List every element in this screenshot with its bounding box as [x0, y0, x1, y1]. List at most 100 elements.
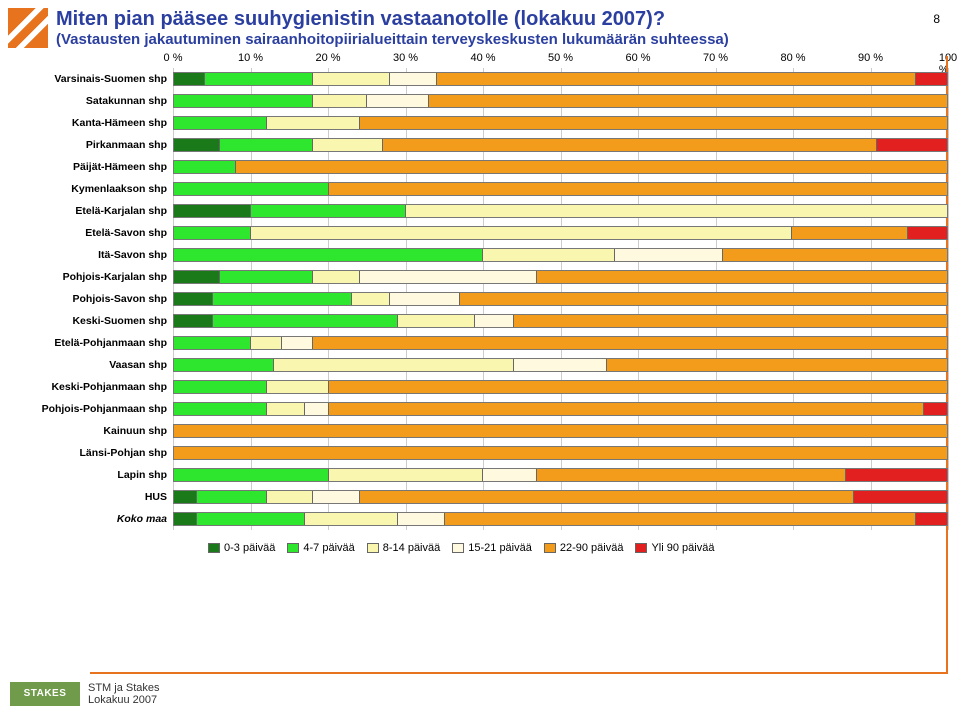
legend-item: 4-7 päivää [287, 542, 354, 554]
bar-segment [615, 249, 723, 261]
legend-item: 0-3 päivää [208, 542, 275, 554]
bar-segment [846, 469, 946, 481]
bar-segment [329, 381, 947, 393]
bar-segment [174, 381, 267, 393]
bar-segment [305, 513, 398, 525]
legend-label: 4-7 päivää [303, 542, 354, 554]
bar-segment [445, 513, 917, 525]
bar-segment [267, 403, 306, 415]
bar-row [173, 222, 948, 244]
bar-segment [329, 183, 947, 195]
bar-segment [313, 337, 947, 349]
footer-line-1: STM ja Stakes [88, 682, 160, 694]
category-label: Satakunnan shp [8, 90, 173, 112]
category-label: Länsi-Pohjan shp [8, 442, 173, 464]
bar-segment [205, 73, 313, 85]
legend-swatch-icon [367, 543, 379, 553]
decorative-border-bottom [90, 672, 948, 674]
chart: Varsinais-Suomen shpSatakunnan shpKanta-… [8, 52, 948, 530]
category-label: Pohjois-Karjalan shp [8, 266, 173, 288]
header: Miten pian pääsee suuhygienistin vastaan… [8, 8, 948, 48]
axis-tick: 50 % [548, 52, 573, 64]
category-labels: Varsinais-Suomen shpSatakunnan shpKanta-… [8, 52, 173, 530]
bar-segment [329, 469, 484, 481]
bar-segment [908, 227, 947, 239]
bar-segment [220, 139, 313, 151]
bar-segment [174, 403, 267, 415]
bar-segment [274, 359, 514, 371]
axis-tick: 0 % [164, 52, 183, 64]
category-label: Päijät-Hämeen shp [8, 156, 173, 178]
bar-segment [174, 425, 947, 437]
bar-segment [313, 95, 367, 107]
bar-row [173, 244, 948, 266]
category-label: Kanta-Hämeen shp [8, 112, 173, 134]
bar-segment [360, 271, 538, 283]
bar-segment [360, 117, 947, 129]
bar-segment [390, 293, 460, 305]
bar-segment [329, 403, 924, 415]
bar-row [173, 68, 948, 90]
bar-row [173, 134, 948, 156]
legend-label: 22-90 päivää [560, 542, 624, 554]
stacked-bar [173, 424, 948, 438]
bar-segment [916, 513, 947, 525]
category-label: Koko maa [8, 508, 173, 530]
footer: STAKES STM ja Stakes Lokakuu 2007 [10, 682, 160, 706]
bar-segment [251, 227, 792, 239]
category-label: Etelä-Karjalan shp [8, 200, 173, 222]
stacked-bar [173, 138, 948, 152]
stacked-bar [173, 512, 948, 526]
bar-segment [437, 73, 916, 85]
bar-segment [406, 205, 947, 217]
bar-row [173, 156, 948, 178]
bar-segment [313, 271, 359, 283]
title-block: Miten pian pääsee suuhygienistin vastaan… [56, 8, 948, 48]
bar-segment [877, 139, 947, 151]
legend-swatch-icon [287, 543, 299, 553]
bar-segment [174, 205, 251, 217]
bar-segment [313, 73, 390, 85]
stacked-bar [173, 116, 948, 130]
org-logo-icon [8, 8, 48, 48]
bar-row [173, 508, 948, 530]
legend-swatch-icon [635, 543, 647, 553]
bar-segment [220, 271, 313, 283]
stacked-bar [173, 160, 948, 174]
bar-segment [792, 227, 908, 239]
bar-segment [924, 403, 947, 415]
bar-segment [174, 491, 197, 503]
chart-plot: 0 %10 %20 %30 %40 %50 %60 %70 %80 %90 %1… [173, 52, 948, 530]
bar-row [173, 442, 948, 464]
bar-segment [174, 293, 213, 305]
bar-row [173, 420, 948, 442]
stacked-bar [173, 468, 948, 482]
bar-segment [305, 403, 328, 415]
axis-tick: 60 % [625, 52, 650, 64]
bar-segment [267, 491, 313, 503]
bar-row [173, 486, 948, 508]
bar-segment [236, 161, 947, 173]
stacked-bar [173, 204, 948, 218]
axis-tick: 20 % [315, 52, 340, 64]
bar-segment [313, 491, 359, 503]
bar-row [173, 464, 948, 486]
legend-label: Yli 90 päivää [651, 542, 714, 554]
legend-swatch-icon [544, 543, 556, 553]
stacked-bar [173, 336, 948, 350]
stacked-bar [173, 490, 948, 504]
bar-segment [514, 315, 947, 327]
bar-segment [174, 183, 329, 195]
bar-row [173, 90, 948, 112]
stakes-logo-icon: STAKES [10, 682, 80, 706]
bar-row [173, 178, 948, 200]
bar-segment [174, 227, 251, 239]
stacked-bar [173, 402, 948, 416]
category-label: Itä-Savon shp [8, 244, 173, 266]
legend-swatch-icon [208, 543, 220, 553]
legend-swatch-icon [452, 543, 464, 553]
bar-row [173, 310, 948, 332]
legend: 0-3 päivää4-7 päivää8-14 päivää15-21 päi… [208, 542, 948, 554]
axis-tick: 40 % [470, 52, 495, 64]
legend-label: 0-3 päivää [224, 542, 275, 554]
